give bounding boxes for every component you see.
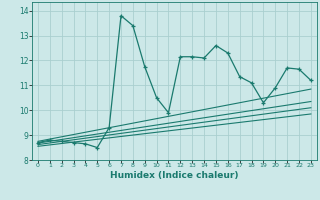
X-axis label: Humidex (Indice chaleur): Humidex (Indice chaleur) [110, 171, 239, 180]
